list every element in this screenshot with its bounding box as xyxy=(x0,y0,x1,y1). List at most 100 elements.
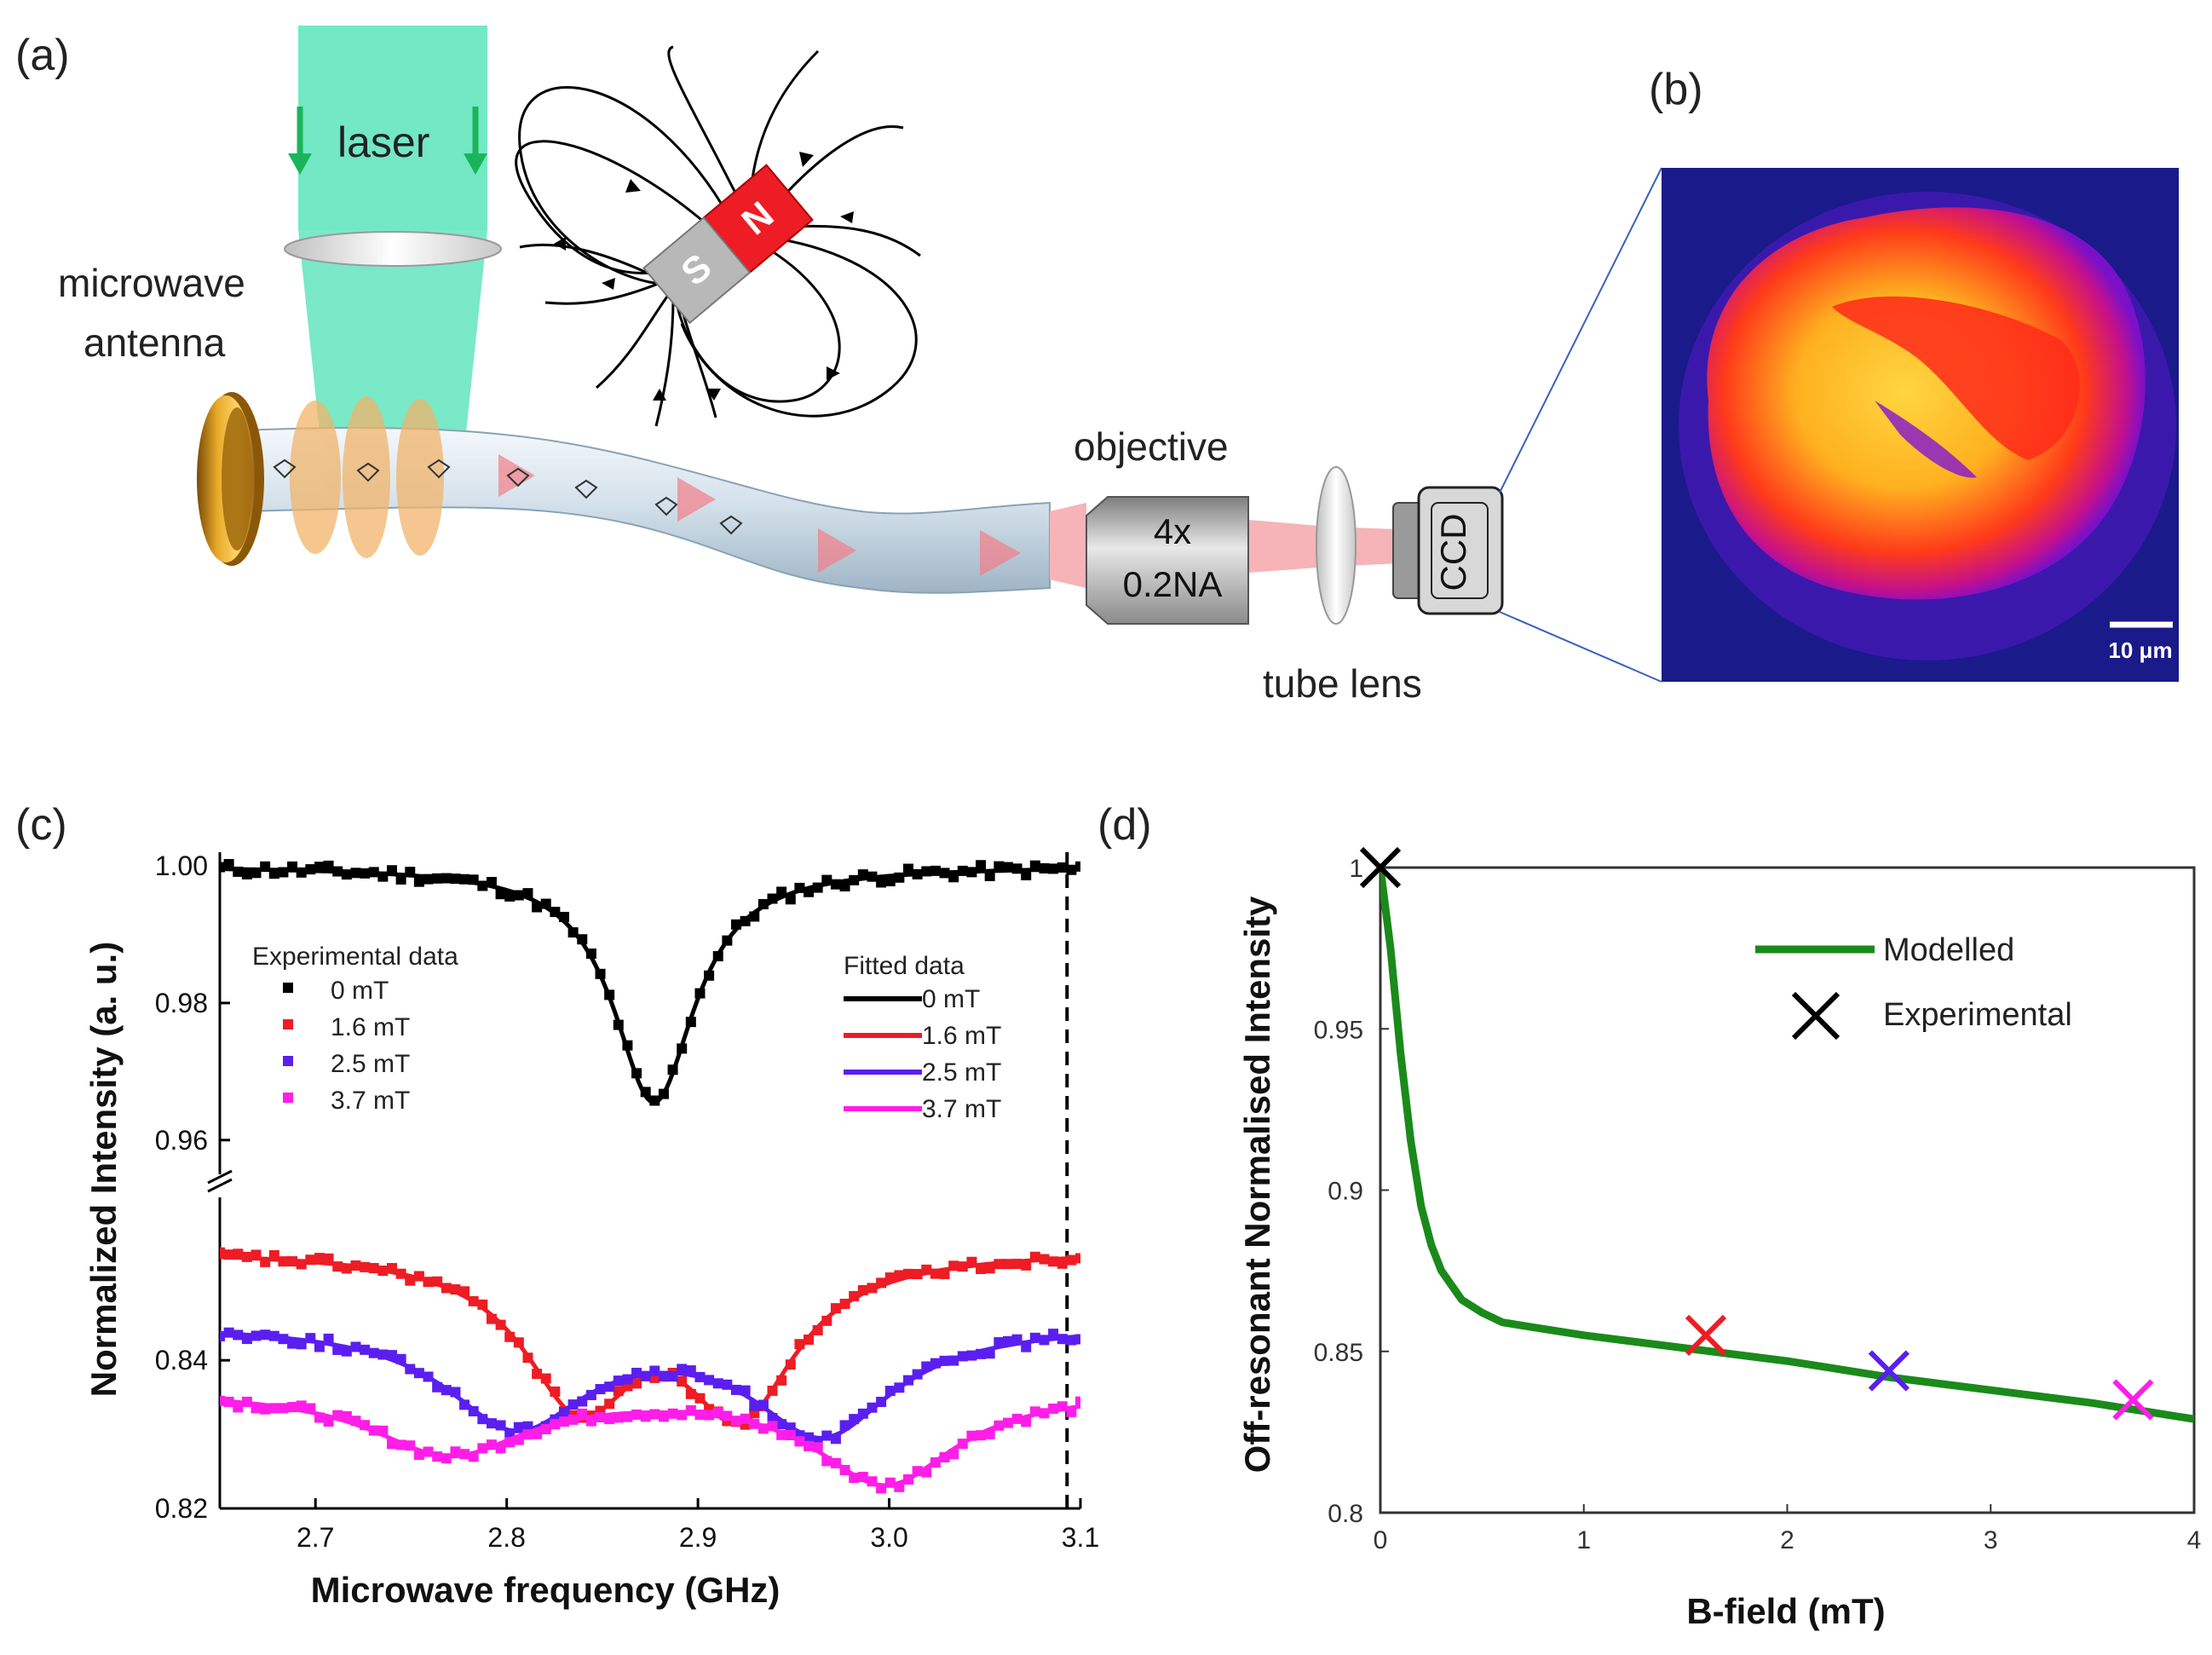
d-modelled-curve xyxy=(1380,867,2194,1423)
antenna-label-line1: microwave xyxy=(58,261,245,305)
d-legend-experimental-marker xyxy=(1791,991,1840,1041)
nanodiamonds xyxy=(273,458,743,535)
d-xtick-label: 4 xyxy=(2187,1526,2202,1554)
c-data-point xyxy=(223,858,234,869)
legend-fitted-title: Fitted data xyxy=(844,952,965,980)
c-xtick-label: 2.8 xyxy=(487,1522,525,1553)
focusing-lens xyxy=(284,231,502,267)
objective-lens xyxy=(1086,496,1249,625)
c-ytick-label: 0.98 xyxy=(155,988,208,1018)
c-data-point xyxy=(903,863,913,874)
c-fit-curve xyxy=(220,867,1080,1105)
d-ytick-label: 0.9 xyxy=(1328,1178,1363,1206)
c-axis-break-mark xyxy=(207,1169,233,1185)
d-xtick-label: 3 xyxy=(1984,1526,1998,1554)
laser-arrow-right xyxy=(464,107,487,175)
scale-bar-label: 10 μm xyxy=(2108,637,2172,663)
panel-b-label: (b) xyxy=(1649,65,1703,114)
d-xtick-label: 0 xyxy=(1374,1526,1388,1554)
c-series-group xyxy=(220,858,1080,1494)
d-ytick-label: 0.8 xyxy=(1328,1500,1363,1528)
laser-cone xyxy=(298,230,487,473)
d-experimental-marker xyxy=(1868,1350,1910,1392)
c-data-point xyxy=(387,865,397,876)
legend-experimental-marker xyxy=(283,1019,293,1029)
panel-d-label: (d) xyxy=(1097,800,1152,850)
c-ytick-label: 1.00 xyxy=(155,851,208,881)
d-ytick-label: 0.95 xyxy=(1314,1016,1363,1044)
legend-experimental-marker xyxy=(283,983,293,993)
d-experimental-marker xyxy=(1359,846,1402,889)
d-xtick-label: 2 xyxy=(1780,1526,1794,1554)
c-xtick-label: 2.7 xyxy=(297,1522,334,1553)
d-experimental-marker xyxy=(1685,1314,1727,1356)
image-tissue xyxy=(1707,207,2146,600)
microwave-antenna-ring xyxy=(197,392,264,566)
c-ytick-label: 0.96 xyxy=(155,1125,208,1156)
panel-c-ylabel: Normalized Intensity (a. u.) xyxy=(84,942,124,1397)
panel-b-fluorescence-image: (b) 10 μm xyxy=(1649,65,2179,682)
panel-c-plot-area: 2.7 2.8 2.9 3.0 3.1 0.96 0.98 1.00 0.82 0.84 xyxy=(155,851,1100,1553)
c-data-point xyxy=(220,1247,225,1258)
objective-numerical-aperture: 0.2NA xyxy=(1123,564,1223,604)
d-experimental-marker xyxy=(2112,1379,2154,1421)
c-data-point xyxy=(1057,1258,1068,1269)
c-xtick-label: 3.1 xyxy=(1062,1522,1099,1553)
panel-d-intensity-chart: (d) 0 1 2 3 4 0.8 0.85 0.9 0.95 1 B-field (mT) Of… xyxy=(1097,800,2201,1631)
panel-a-label: (a) xyxy=(15,31,70,80)
objective-magnification: 4x xyxy=(1154,511,1191,551)
c-xtick-label: 3.0 xyxy=(870,1522,907,1553)
c-data-point xyxy=(413,876,424,887)
c-data-point xyxy=(495,889,506,900)
panel-c-odmr-chart: (c) 2.7 2.8 2.9 3.0 3.10.960.981.000.820.84 … xyxy=(15,800,1099,1610)
d-ytick-label: 1 xyxy=(1349,855,1363,883)
c-data-point xyxy=(1048,1329,1059,1340)
field-line-arrows xyxy=(554,152,854,401)
legend-experimental-label: 0 mT xyxy=(331,977,389,1005)
legend-fitted-label: 3.7 mT xyxy=(922,1095,1001,1123)
d-ytick-label: 0.85 xyxy=(1314,1339,1363,1367)
objective-label: objective xyxy=(1074,424,1229,469)
fluorescence-arrows xyxy=(498,454,1021,576)
c-data-point xyxy=(976,860,987,871)
c-data-point xyxy=(1075,1334,1080,1345)
zoom-line-bottom xyxy=(1499,611,1662,683)
panel-d-plot-area: 0 1 2 3 4 0.8 0.85 0.9 0.95 1 xyxy=(1314,846,2202,1554)
panel-a-setup-diagram: (a) laser xyxy=(15,26,1662,706)
legend-experimental: 0 mT 1.6 mT 2.5 mT 3.7 mT xyxy=(283,977,410,1115)
panel-d-ylabel: Off-resonant Normalised Intensity xyxy=(1237,896,1277,1473)
tube-lens-label: tube lens xyxy=(1263,661,1422,706)
ccd-camera xyxy=(1392,486,1504,615)
zoom-line-top xyxy=(1499,167,1662,493)
c-data-point xyxy=(839,880,850,891)
bar-magnet: N S xyxy=(642,164,814,325)
c-fit-curve xyxy=(220,1330,1080,1440)
panel-c-xlabel: Microwave frequency (GHz) xyxy=(311,1570,781,1610)
d-xtick-label: 1 xyxy=(1576,1526,1591,1554)
c-data-point xyxy=(1075,861,1080,872)
d-plot-frame xyxy=(1379,866,2196,1514)
c-ytick-label: 0.82 xyxy=(155,1493,208,1524)
c-data-point xyxy=(241,868,252,879)
c-data-point xyxy=(984,870,995,881)
c-data-point xyxy=(1075,1396,1080,1407)
legend-fitted: 0 mT 1.6 mT 2.5 mT 3.7 mT xyxy=(844,985,1001,1123)
c-data-point xyxy=(876,877,887,888)
legend-experimental-marker xyxy=(283,1093,293,1103)
panel-d-xlabel: B-field (mT) xyxy=(1686,1591,1885,1631)
c-data-point xyxy=(1021,869,1032,880)
beam-fiber-to-objective xyxy=(1050,503,1086,588)
d-legend-modelled-label: Modelled xyxy=(1883,932,2014,968)
c-xtick-label: 2.9 xyxy=(679,1522,717,1553)
c-axis-break-mark xyxy=(207,1178,233,1193)
microwave-waves xyxy=(290,396,444,558)
legend-fitted-label: 1.6 mT xyxy=(922,1022,1001,1050)
ccd-label: CCD xyxy=(1433,514,1473,591)
c-ytick-label: 0.84 xyxy=(155,1345,208,1375)
c-fit-curve xyxy=(220,1254,1080,1427)
laser-label: laser xyxy=(337,118,429,166)
tube-lens xyxy=(1316,466,1357,625)
c-fit-curve xyxy=(220,1398,1080,1488)
d-legend-experimental-label: Experimental xyxy=(1883,997,2072,1033)
